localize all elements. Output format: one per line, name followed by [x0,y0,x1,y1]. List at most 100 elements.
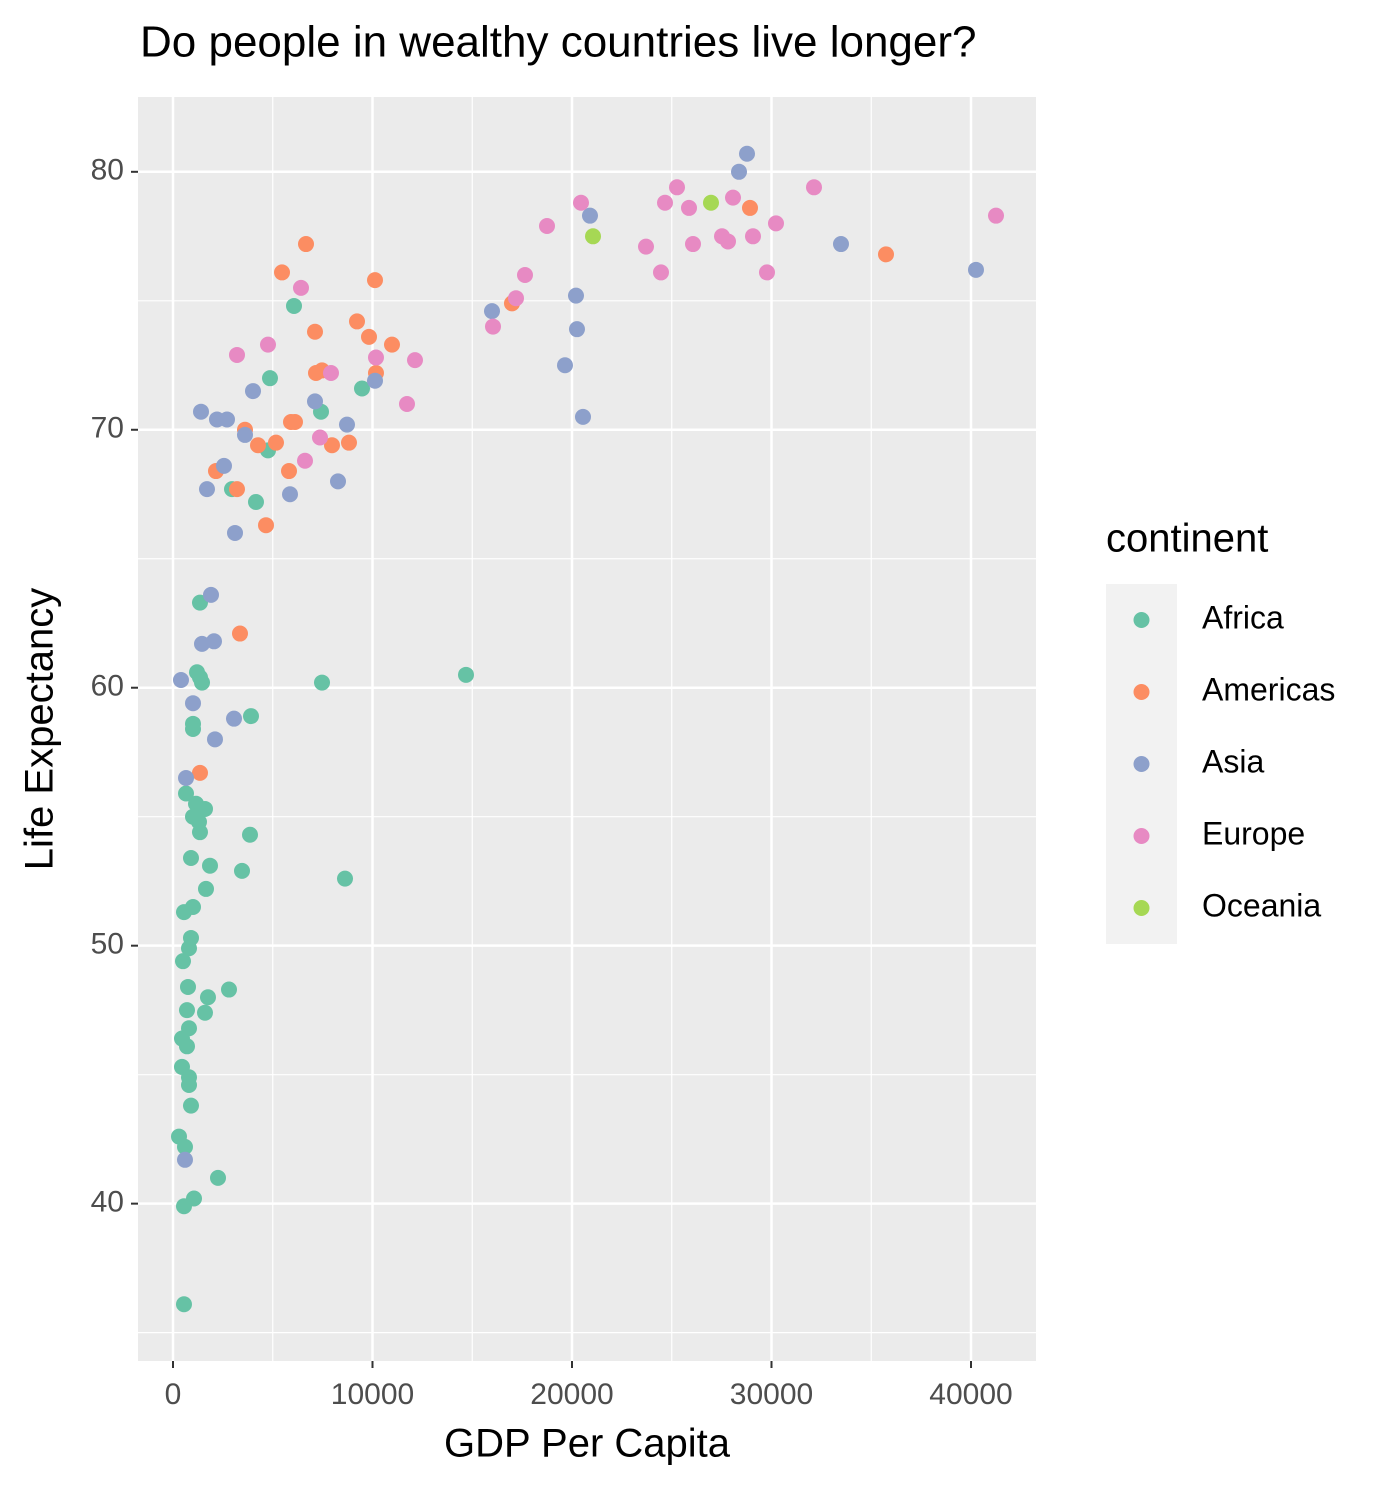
point [758,264,775,281]
point [366,372,383,389]
point [220,981,237,998]
legend-marker [1133,684,1150,700]
point [182,849,199,866]
point [228,481,245,498]
x-tick-label: 20000 [530,1378,613,1411]
point [234,862,251,879]
point [282,486,299,503]
legend-marker [1133,900,1150,916]
point [197,880,214,897]
point [228,346,245,363]
legend-label: Asia [1202,743,1264,779]
point [180,940,197,957]
point [231,625,248,642]
point [366,272,383,289]
point [242,708,259,725]
legend-marker [1133,612,1150,628]
point [175,1296,192,1313]
y-axis-title: Life Expectancy [18,588,62,870]
point [196,1004,213,1021]
point [194,674,211,691]
point [585,228,602,245]
point [250,437,267,454]
point [185,898,202,915]
point [199,989,216,1006]
x-tick-label: 40000 [929,1378,1012,1411]
point [259,336,276,353]
point [261,370,278,387]
point [242,826,259,843]
point [739,145,756,162]
legend-marker [1133,756,1150,772]
point [178,785,195,802]
point [568,321,585,338]
point [306,393,323,410]
point [657,194,674,211]
point [337,870,354,887]
point [702,194,719,211]
point [285,297,302,314]
point [652,264,669,281]
point [281,463,298,480]
y-tick-label: 40 [91,1186,124,1219]
point [967,261,984,278]
point [236,426,253,443]
point [724,189,741,206]
point [179,978,196,995]
point [507,290,524,307]
point [196,800,213,817]
point [297,452,314,469]
point [314,674,331,691]
x-tick-label: 30000 [730,1378,813,1411]
point [516,266,533,283]
point [178,1002,195,1019]
point [572,194,589,211]
point [348,313,365,330]
point [194,635,211,652]
point [483,303,500,320]
point [741,199,758,216]
point [202,586,219,603]
point [681,199,698,216]
point [340,434,357,451]
point [247,493,264,510]
point [877,246,894,263]
point [193,403,210,420]
point [383,336,400,353]
y-tick-label: 60 [91,670,124,703]
point [637,238,654,255]
point [361,328,378,345]
point [354,380,371,397]
point [767,215,784,232]
point [210,1169,227,1186]
point [406,352,423,369]
point [987,207,1004,224]
point [206,731,223,748]
x-axis-title: GDP Per Capita [444,1422,731,1466]
point [484,318,501,335]
point [338,416,355,433]
point [191,764,208,781]
y-tick-label: 80 [91,154,124,187]
point [176,1151,193,1168]
point [323,437,340,454]
point [567,287,584,304]
point [282,414,299,431]
point [322,365,339,382]
point [185,721,202,737]
point [258,517,275,534]
point [398,395,415,412]
point [574,408,591,425]
point [172,671,189,688]
legend-title: continent [1106,517,1268,561]
point [178,770,195,787]
point [182,1097,199,1114]
point [458,666,475,683]
point [226,524,243,541]
point [198,481,215,498]
y-tick-label: 70 [91,412,124,445]
legend-label: Africa [1202,599,1284,635]
point [205,633,222,650]
point [175,1198,192,1215]
